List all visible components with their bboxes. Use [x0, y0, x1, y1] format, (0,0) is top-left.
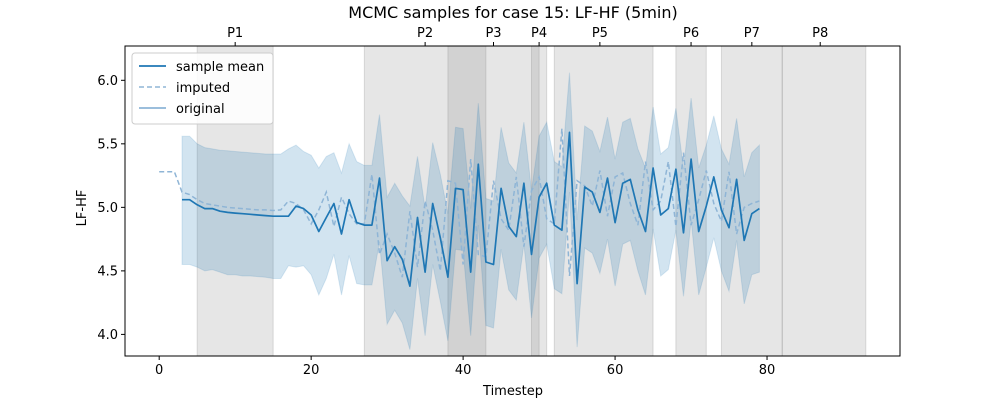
- period-label-p4: P4: [531, 26, 547, 41]
- period-label-p6: P6: [683, 26, 699, 41]
- legend-label-sample-mean: sample mean: [176, 60, 264, 75]
- axes: 0 20 40 60 80 4.0 4.5 5.0 5.5 6.0: [97, 45, 901, 378]
- period-label-p8: P8: [812, 26, 828, 41]
- y-tick-label-3: 5.5: [97, 137, 118, 152]
- series-line-sample-mean: [182, 131, 760, 287]
- period-label-p3: P3: [485, 26, 501, 41]
- legend: sample mean imputed original: [131, 52, 274, 125]
- period-band-p8: [781, 45, 867, 357]
- x-tick-label-0: 0: [155, 363, 163, 378]
- period-band-p5: [553, 45, 654, 357]
- period-labels: P1 P2 P3 P4 P5 P6 P7 P8: [227, 26, 828, 46]
- period-label-p1: P1: [227, 26, 243, 41]
- series-layer: [159, 128, 760, 287]
- period-band-p7: [720, 45, 783, 357]
- x-tick-label-80: 80: [759, 363, 776, 378]
- x-tick-label-20: 20: [303, 363, 320, 378]
- y-tick-label-4: 6.0: [97, 74, 118, 89]
- period-band-p2: [363, 45, 487, 357]
- period-label-p2: P2: [417, 26, 433, 41]
- y-tick-label-0: 4.0: [97, 328, 118, 343]
- x-tick-label-60: 60: [607, 363, 624, 378]
- x-tick-label-40: 40: [455, 363, 472, 378]
- legend-label-original: original: [176, 102, 225, 117]
- credible-band-layer: [181, 72, 760, 350]
- plot-frame: [124, 45, 901, 357]
- period-label-p5: P5: [592, 26, 608, 41]
- legend-box: [131, 52, 274, 125]
- y-tick-label-1: 4.5: [97, 264, 118, 279]
- chart-title: MCMC samples for case 15: LF-HF (5min): [348, 3, 677, 22]
- y-axis-label: LF-HF: [75, 190, 90, 227]
- credible-interval-band: [181, 72, 760, 350]
- period-label-p7: P7: [744, 26, 760, 41]
- y-tick-label-2: 5.0: [97, 201, 118, 216]
- legend-label-imputed: imputed: [176, 81, 230, 96]
- x-axis-label: Timestep: [482, 384, 543, 399]
